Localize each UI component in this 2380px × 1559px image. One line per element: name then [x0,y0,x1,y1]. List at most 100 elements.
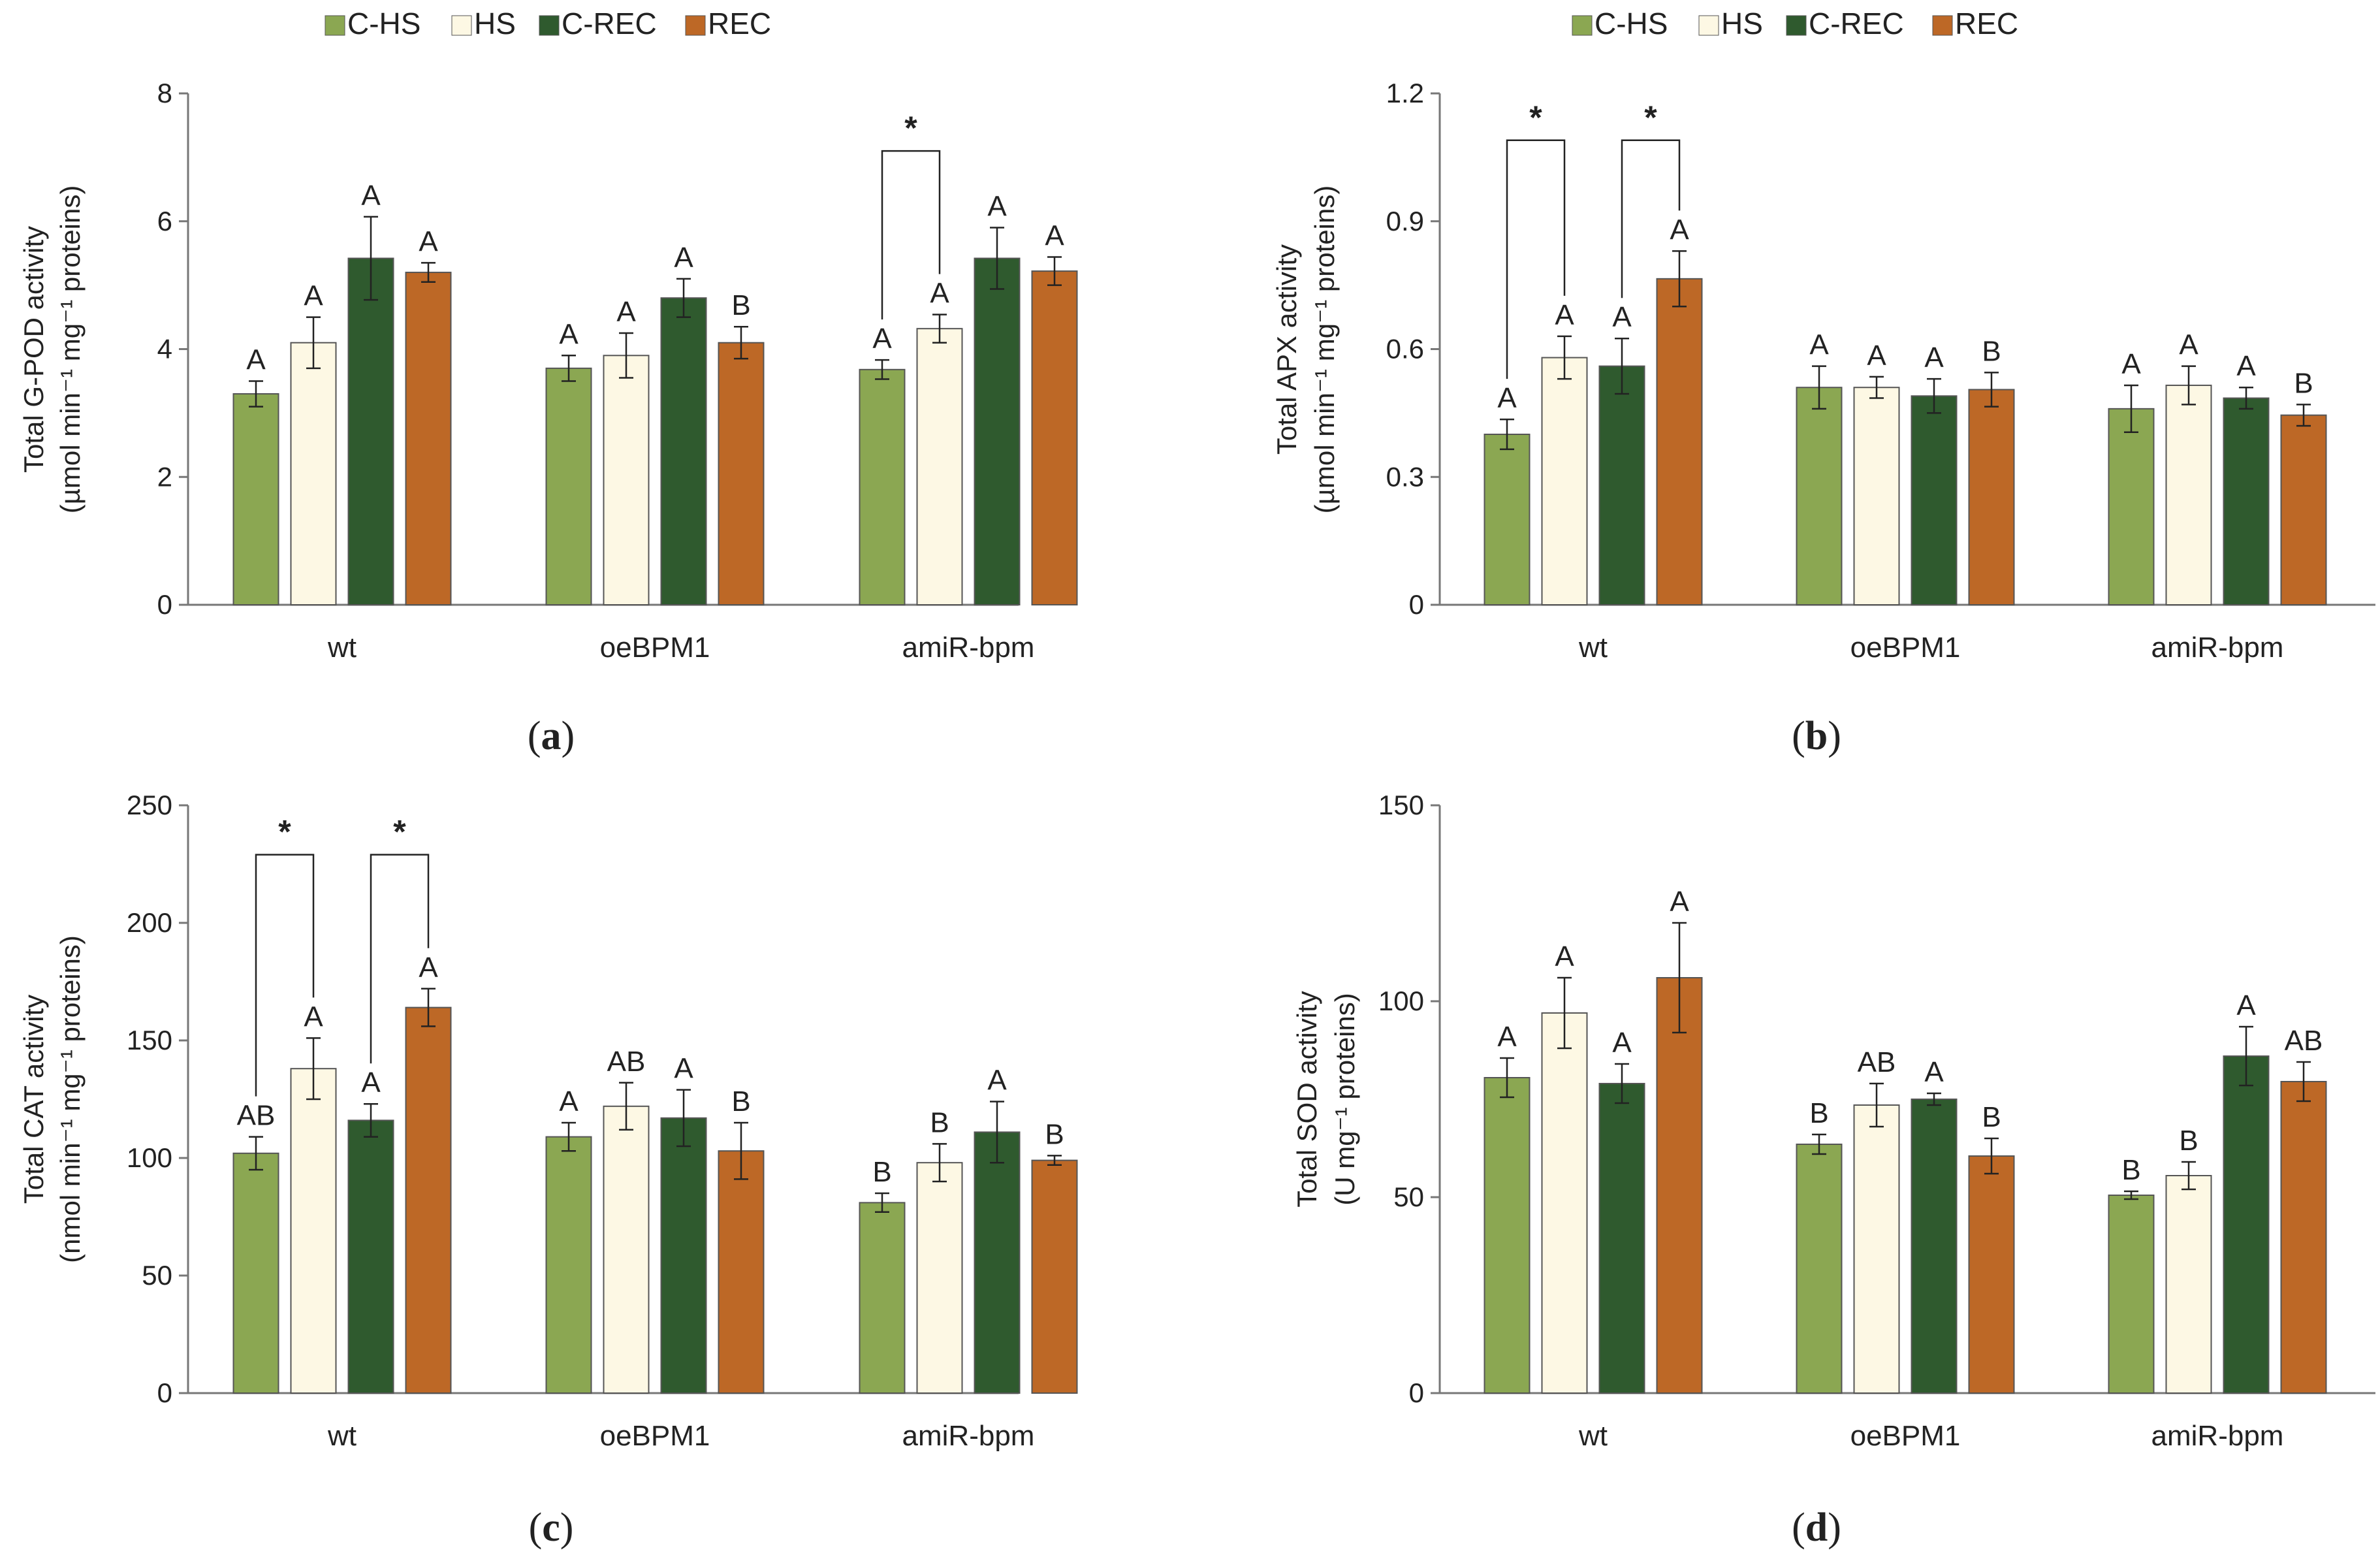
y-axis-label: (µmol min⁻¹ mg⁻¹ proteins) [55,185,86,514]
bar-c-hs [859,368,906,605]
x-category-label: oeBPM1 [1850,1420,1961,1452]
significance-letter: A [1497,1021,1517,1053]
panel-label: (d) [1792,1505,1841,1550]
significance-star: * [278,814,291,850]
panel-label: (c) [529,1505,574,1550]
significance-letter: B [2294,367,2313,399]
significance-letter: B [1982,1101,2001,1133]
x-category-label: amiR-bpm [2151,1420,2284,1452]
legend-top-left: C-HS HS C-REC REC [325,7,771,40]
significance-letter: AB [2285,1025,2323,1057]
bar-c-hs [1484,434,1531,605]
significance-letter: A [1924,1056,1944,1088]
panel-label-close: ) [562,714,575,758]
significance-bracket [881,150,941,320]
bar-c-rec [347,1119,394,1394]
significance-bracket [1621,139,1681,298]
significance-letter: AB [607,1046,646,1078]
bar-c-rec [1911,1099,1958,1394]
y-tick-label: 100 [1378,986,1424,1016]
significance-star: * [1529,99,1542,136]
chart-panel-a: 0 2 4 6 8 Total G-POD activity (µmol min⁻¹ mg⁻… [18,78,1078,758]
bar-rec [1031,270,1078,605]
bar-hs [1853,1104,1900,1394]
y-tick-label: 6 [157,206,172,236]
legend-label-c-hs: C-HS [347,7,420,40]
significance-letter: B [731,1085,750,1117]
significance-letter: A [616,296,636,328]
bar-c-rec [660,1117,707,1394]
significance-letter: B [1045,1118,1064,1150]
bar-rec [405,272,452,605]
legend-top-right: C-HS HS C-REC REC [1572,7,2018,40]
significance-letter: A [1809,329,1829,361]
legend-swatch-hs [451,15,472,36]
bar-rec [1968,389,2015,605]
significance-letter: A [1670,886,1689,918]
bar-c-hs [859,1202,906,1394]
panel-label-close: ) [1828,1505,1841,1550]
bar-c-hs [545,1136,592,1394]
chart-panel-b: 0 0.3 0.6 0.9 1.2 Total APX activity (µmol min… [1271,78,2375,758]
x-category-label: oeBPM1 [600,632,710,664]
bar-rec [1968,1155,2015,1394]
x-category-label: amiR-bpm [902,632,1035,664]
y-tick-label: 0 [157,589,172,620]
panel-label: (b) [1792,714,1841,758]
y-axis-label: (µmol min⁻¹ mg⁻¹ proteins) [1309,185,1340,514]
significance-letter: B [1982,335,2001,367]
bar-rec [2280,1081,2327,1394]
bar-hs [1853,387,1900,605]
significance-star: * [1644,99,1657,136]
bar-c-hs [232,1152,279,1394]
x-category-label: wt [327,1420,357,1452]
legend-swatch-hs [1698,15,1719,36]
significance-letter: AB [1858,1046,1896,1078]
legend-label-c-rec: C-REC [1809,7,1904,40]
legend-label-rec: REC [1955,7,2018,40]
significance-letter: A [2236,989,2256,1021]
panel-label-close: ) [1828,714,1841,758]
significance-letter: A [559,318,579,350]
significance-letter: A [987,191,1007,223]
x-category-label: amiR-bpm [2151,632,2284,664]
y-axis-label: Total SOD activity [1292,991,1322,1207]
significance-letter: A [246,344,266,376]
y-tick-label: 0.9 [1386,206,1424,236]
panel-label-close: ) [560,1505,574,1550]
x-category-label: oeBPM1 [1850,632,1961,664]
bar-c-hs [232,393,279,605]
bar-hs [2165,384,2212,606]
bar-hs [2165,1175,2212,1394]
y-axis-label: Total CAT activity [18,995,49,1204]
panel-label-open: ( [528,714,541,758]
bar-c-rec [1598,1083,1645,1394]
bar-hs [290,342,337,606]
bar-hs [290,1068,337,1394]
bar-rec [1031,1159,1078,1394]
panel-label: (a) [528,714,575,758]
significance-letter: A [930,278,949,310]
significance-letter: A [674,242,693,274]
x-category-label: wt [1578,1420,1608,1452]
bar-c-rec [974,257,1021,605]
significance-letter: A [1555,299,1574,331]
chart-panel-c: 0 50 100 150 200 250 Total CAT activity (nmol m… [18,790,1078,1550]
significance-letter: A [1612,301,1632,333]
bar-c-rec [2223,397,2270,605]
panel-label-open: ( [1792,1505,1805,1550]
significance-letter: A [1867,340,1886,372]
legend-label-c-hs: C-HS [1595,7,1668,40]
significance-letter: A [1924,342,1944,374]
significance-letter: A [361,180,381,212]
bar-rec [718,342,765,606]
bar-c-hs [1796,387,1843,605]
significance-letter: A [419,952,438,984]
y-axis-label: (U mg⁻¹ proteins) [1329,993,1360,1206]
bar-hs [603,355,650,605]
significance-letter: AB [237,1100,276,1132]
significance-letter: A [1045,220,1064,252]
bar-c-hs [2108,408,2155,605]
significance-letter: B [731,289,750,321]
x-category-label: wt [1578,632,1608,664]
